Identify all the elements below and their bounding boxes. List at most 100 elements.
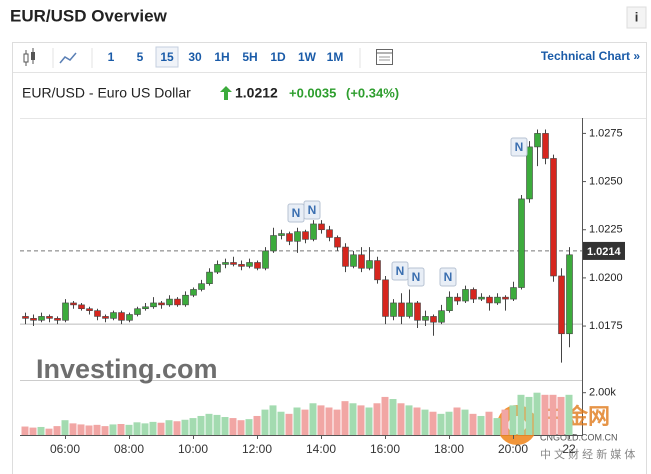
candle-body <box>70 302 77 306</box>
candle <box>54 316 61 325</box>
candle <box>38 312 45 323</box>
candle-body <box>198 283 205 290</box>
interval-button[interactable]: 5H <box>242 50 257 64</box>
candle-body <box>398 302 405 317</box>
news-marker-label[interactable]: N <box>308 203 317 217</box>
candle <box>342 243 349 273</box>
last-price: 1.0212 <box>235 85 278 101</box>
interval-button[interactable]: 1D <box>270 50 286 64</box>
overlay-tagline: 中 文 财 经 新 媒 体 <box>540 447 635 461</box>
instrument-name: EUR/USD - Euro US Dollar <box>22 85 191 101</box>
news-marker-label[interactable]: N <box>515 140 524 154</box>
candle <box>222 258 229 269</box>
candle-body <box>238 264 245 267</box>
volume-bar <box>517 394 525 435</box>
candle <box>174 297 181 307</box>
volume-bar <box>453 407 461 435</box>
candle <box>118 310 125 325</box>
candle <box>286 231 293 246</box>
volume-bar <box>293 407 301 435</box>
candle-body <box>438 310 445 323</box>
news-marker-label[interactable]: N <box>396 264 405 278</box>
volume-bar <box>189 418 197 435</box>
volume-bar <box>373 403 381 435</box>
volume-bar <box>197 415 205 435</box>
interval-button[interactable]: 15 <box>160 50 174 64</box>
news-marker[interactable] <box>407 267 425 287</box>
candle <box>374 256 381 284</box>
x-tick-label: 10:00 <box>178 442 208 456</box>
candle-body <box>158 302 165 306</box>
volume-bar <box>341 401 349 435</box>
candle-body <box>110 312 117 319</box>
candle <box>470 287 477 303</box>
volume-bar <box>285 413 293 435</box>
candle <box>334 235 341 251</box>
candle <box>550 154 557 282</box>
candle <box>78 302 85 311</box>
volume-bar <box>45 428 53 435</box>
interval-button[interactable]: 30 <box>188 50 202 64</box>
volume-bar <box>381 396 389 435</box>
volume-bar <box>101 426 109 435</box>
news-marker[interactable] <box>439 267 457 287</box>
volume-bar <box>437 413 445 435</box>
volume-bar <box>213 414 221 435</box>
candle <box>558 268 565 363</box>
candle-body <box>22 316 29 319</box>
volume-bar <box>317 405 325 435</box>
candle-body <box>486 296 493 304</box>
candle <box>214 260 221 275</box>
candle-icon[interactable] <box>23 48 35 66</box>
candle-body <box>54 318 61 321</box>
news-marker-label[interactable]: N <box>292 206 301 220</box>
candle <box>294 227 301 253</box>
candle-body <box>102 316 109 319</box>
news-marker-label[interactable]: N <box>412 270 421 284</box>
volume-bar <box>53 426 61 435</box>
interval-button[interactable]: 5 <box>137 50 144 64</box>
candle-body <box>550 158 557 277</box>
volume-bar <box>245 419 253 435</box>
candle <box>422 310 429 327</box>
volume-bar <box>461 409 469 435</box>
volume-bar <box>429 411 437 435</box>
line-icon[interactable] <box>59 52 77 64</box>
candle-body <box>222 262 229 265</box>
candle <box>406 289 413 319</box>
candle <box>190 287 197 298</box>
candle <box>382 275 389 325</box>
info-button[interactable] <box>626 6 647 29</box>
candle-body <box>214 264 221 273</box>
volume-bar <box>133 422 141 435</box>
interval-button[interactable]: 1M <box>327 50 344 64</box>
volume-bar <box>269 405 277 435</box>
candle-body <box>270 235 277 252</box>
candle-body <box>206 271 213 284</box>
news-marker[interactable] <box>510 137 528 157</box>
x-tick-label: 06:00 <box>50 442 80 456</box>
candle-body <box>526 146 533 200</box>
volume-bar <box>277 411 285 435</box>
volume-bar <box>477 415 485 435</box>
candle-body <box>286 233 293 242</box>
technical-chart-link[interactable]: Technical Chart » <box>541 49 640 63</box>
interval-button[interactable]: 1W <box>298 50 317 64</box>
interval-button[interactable]: 1H <box>214 50 229 64</box>
volume-bar <box>565 394 573 435</box>
candle-body <box>46 316 53 319</box>
news-marker-label[interactable]: N <box>444 270 453 284</box>
candle <box>246 258 253 269</box>
layout-icon[interactable] <box>376 49 393 65</box>
info-icon[interactable]: i <box>635 9 639 24</box>
news-marker[interactable] <box>303 200 321 220</box>
volume-bar <box>205 413 213 435</box>
candle <box>566 247 573 348</box>
candle-body <box>374 260 381 281</box>
candle <box>398 293 405 325</box>
last-price-box <box>583 241 625 260</box>
interval-button[interactable]: 1 <box>108 50 115 64</box>
candle-body <box>150 302 157 308</box>
candle-body <box>30 318 37 321</box>
